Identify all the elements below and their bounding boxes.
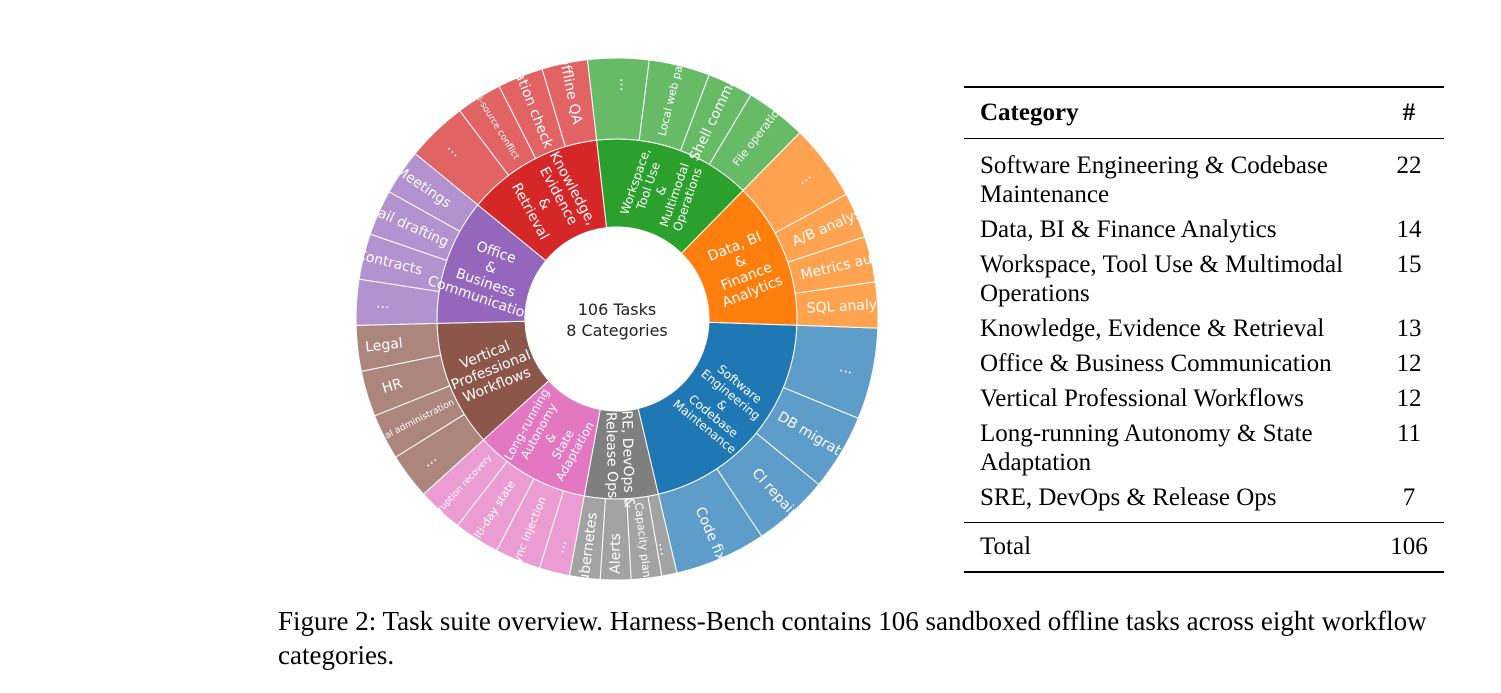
subtask-label-legal: Legal: [364, 335, 403, 355]
table-row: Office & Business Communication 12: [964, 345, 1444, 380]
subtask-label-more: ...: [551, 538, 570, 555]
row-count: 14: [1396, 216, 1422, 243]
row-category: Workspace, Tool Use & Multimodal Operati…: [980, 251, 1344, 307]
total-label: Total: [980, 533, 1032, 560]
row-count: 12: [1396, 350, 1422, 377]
row-category: Long-running Autonomy & State Adaptation: [980, 420, 1313, 476]
figure-caption: Figure 2: Task suite overview. Harness-B…: [278, 606, 1427, 670]
category-label-sre-devops-release-ops: SRE, DevOps &Release Ops: [602, 401, 637, 508]
category-label-workspace-tool-use-multimodal-operations: Workspace,Tool Use&MultimodalOperations: [617, 146, 705, 234]
table-row: Long-running Autonomy & State Adaptation…: [964, 415, 1444, 479]
row-count: 13: [1396, 315, 1422, 342]
header-count: #: [1402, 99, 1416, 126]
subtask-label-more: ...: [838, 359, 854, 377]
table-row: Knowledge, Evidence & Retrieval 13: [964, 310, 1444, 345]
table-header-row: Category #: [964, 87, 1444, 139]
total-count: 106: [1390, 533, 1428, 560]
table-row: Software Engineering & Codebase Maintena…: [964, 139, 1444, 212]
category-table: Category # Software Engineering & Codeba…: [964, 86, 1444, 573]
row-category: Data, BI & Finance Analytics: [980, 216, 1277, 243]
header-category: Category: [980, 99, 1079, 126]
table-row: SRE, DevOps & Release Ops 7: [964, 479, 1444, 523]
subtask-label-sql-analysis: SQL analysis: [806, 296, 888, 317]
subtask-label-alerts: Alerts: [608, 533, 624, 574]
category-table-container: Category # Software Engineering & Codeba…: [964, 86, 1444, 573]
row-count: 22: [1396, 152, 1422, 179]
row-category: Knowledge, Evidence & Retrieval: [980, 315, 1325, 342]
row-count: 7: [1402, 484, 1416, 511]
subtask-segment-workspace-tool-use-multimodal-operations-more: [586, 57, 650, 141]
table-row: Data, BI & Finance Analytics 14: [964, 211, 1444, 246]
subtask-segment-data-bi-finance-analytics-sql-analysis: [794, 281, 879, 329]
row-count: 12: [1396, 385, 1422, 412]
row-category: SRE, DevOps & Release Ops: [980, 484, 1277, 511]
subtask-label-more: ...: [610, 78, 626, 91]
row-category: Vertical Professional Workflows: [980, 385, 1304, 412]
row-category: Office & Business Communication: [980, 350, 1332, 377]
subtask-label-more: ...: [376, 295, 390, 312]
row-count: 15: [1396, 251, 1422, 278]
table-row: Vertical Professional Workflows 12: [964, 380, 1444, 415]
row-count: 11: [1396, 420, 1422, 447]
subtask-label-more: ...: [655, 541, 673, 557]
table-row: Workspace, Tool Use & Multimodal Operati…: [964, 246, 1444, 310]
center-label-line-1: 106 Tasks: [578, 300, 657, 319]
row-category: Software Engineering & Codebase Maintena…: [980, 152, 1328, 208]
center-label-line-2: 8 Categories: [566, 321, 668, 340]
table-total-row: Total 106: [964, 522, 1444, 572]
subtask-label-hr: HR: [380, 376, 404, 397]
